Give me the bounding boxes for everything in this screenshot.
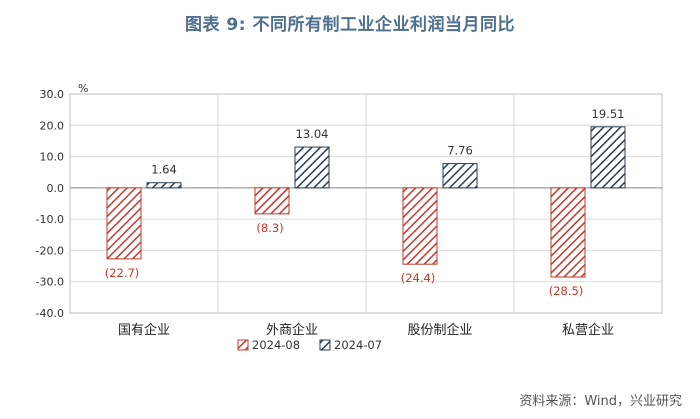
legend-swatch (319, 339, 331, 351)
data-label: 13.04 (296, 127, 329, 141)
category-label: 国有企业 (118, 322, 170, 338)
legend-label: 2024-08 (252, 338, 300, 352)
legend-label: 2024-07 (334, 338, 382, 352)
data-label: 19.51 (592, 107, 625, 121)
bar (402, 187, 438, 265)
bar (442, 163, 478, 189)
y-tick-label: -30.0 (36, 276, 64, 289)
data-label: 7.76 (447, 144, 473, 158)
legend-layer: 2024-08 2024-07 (237, 338, 382, 352)
source-note: 资料来源：Wind，兴业研究 (519, 394, 682, 409)
bar (550, 187, 586, 278)
data-label: (22.7) (105, 266, 140, 280)
y-tick-label: -20.0 (36, 244, 64, 257)
data-label: (24.4) (401, 271, 436, 285)
y-tick-label: -40.0 (36, 307, 64, 320)
bar-layer (106, 126, 626, 278)
category-label: 股份制企业 (407, 322, 472, 338)
data-label: 1.64 (151, 163, 177, 177)
bar (590, 126, 626, 189)
y-tick-label: 10.0 (40, 151, 65, 164)
y-tick-label: -10.0 (36, 213, 64, 226)
y-tick-label: 30.0 (40, 88, 65, 101)
category-label: 外商企业 (266, 322, 318, 338)
data-label: (8.3) (256, 221, 283, 235)
chart-title: 图表 9: 不同所有制工业企业利润当月同比 (185, 15, 515, 35)
category-label: 私营企业 (562, 322, 614, 338)
legend-swatch (237, 339, 249, 351)
label-layer: (22.7) (8.3) (24.4) (28.5) 1.64 13.04 7.76 19.5… (105, 107, 625, 298)
y-tick-label: 0.0 (47, 182, 65, 195)
data-label: (28.5) (549, 284, 584, 298)
bar (106, 187, 142, 260)
y-unit-label: % (78, 82, 88, 95)
bar (146, 182, 182, 189)
bar (254, 187, 290, 215)
y-tick-label: 20.0 (40, 119, 65, 132)
bar (294, 146, 330, 189)
